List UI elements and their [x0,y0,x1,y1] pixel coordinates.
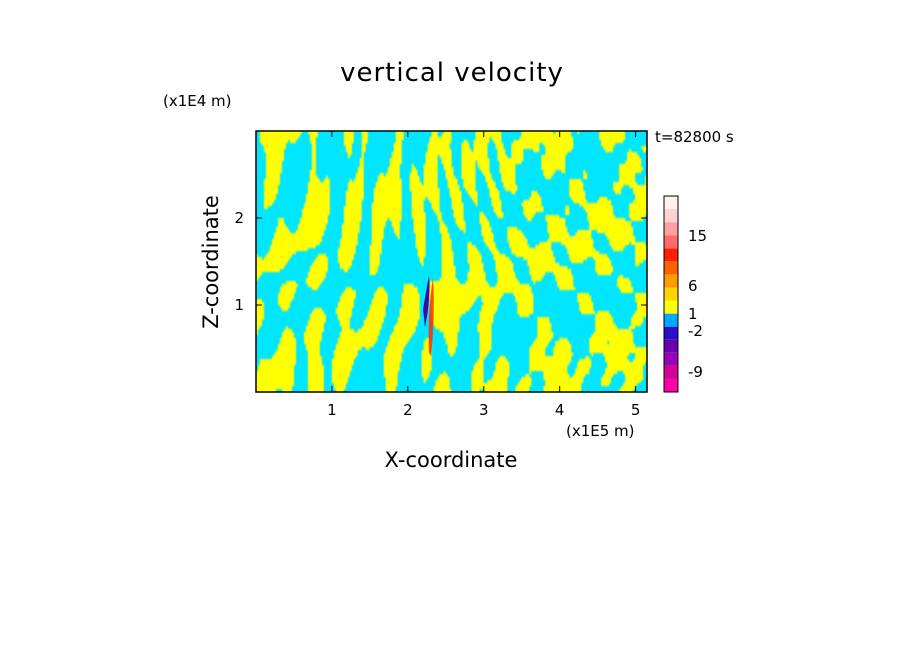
axes: 1 2 3 4 5 1 2 [234,131,647,419]
colorbar-swatch [664,378,678,392]
colorbar-swatch [664,365,678,379]
colorbar-label: -2 [688,322,703,340]
colorbar-label: 1 [688,305,698,323]
chart-title: vertical velocity [340,58,564,88]
disturbance-positive [428,277,434,356]
x-axis-label-text: X-coordinate [384,448,518,472]
disturbance-negative [423,275,430,328]
x-tick-label: 4 [555,401,565,419]
colorbar-swatch [664,339,678,353]
colorbar-swatch [664,222,678,236]
colorbar-swatch [664,209,678,223]
colorbar: 15 6 1-2 -9 [663,195,707,393]
x-tick-label: 1 [327,401,337,419]
z-axis-unit: (x1E4 m) [163,92,232,110]
velocity-field-image [256,131,647,392]
plot-frame [255,130,648,393]
x-tick-label: 2 [403,401,413,419]
x-tick-label: 5 [631,401,641,419]
y-tick-label: 1 [234,296,244,314]
colorbar-label: 6 [688,277,698,295]
colorbar-swatch [664,274,678,288]
time-label: t=82800 s [655,128,734,146]
colorbar-label: -9 [688,363,703,381]
x-axis-unit: (x1E5 m) [566,422,635,440]
colorbar-frame [663,195,679,393]
colorbar-swatch [664,248,678,262]
colorbar-swatch [664,287,678,301]
x-tick-label: 3 [479,401,489,419]
colorbar-swatch [664,261,678,275]
velocity-field [256,131,647,392]
x-axis-label: X-coordinate [0,448,904,472]
y-tick-label: 2 [234,209,244,227]
colorbar-swatch [664,300,678,314]
colorbar-swatch [664,196,678,210]
colorbar-swatch [664,326,678,340]
colorbar-label: 15 [688,227,707,245]
colorbar-swatch [664,352,678,366]
colorbar-swatch [664,313,678,327]
colorbar-swatch [664,235,678,249]
